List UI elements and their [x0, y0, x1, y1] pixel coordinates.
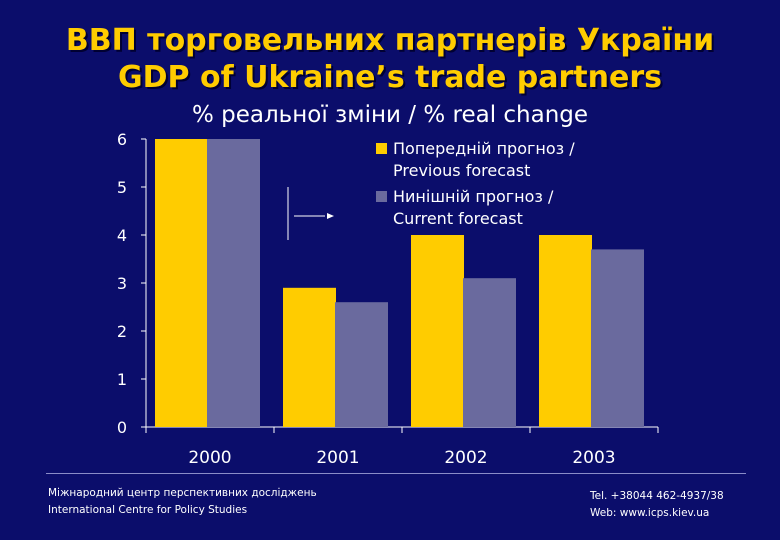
x-category-label: 2002 — [444, 448, 487, 468]
annotation-arrow-head — [327, 213, 334, 219]
bar-previous-forecast — [411, 235, 464, 427]
legend-swatch-previous — [376, 143, 387, 154]
bar-current-forecast — [335, 302, 388, 427]
x-category-label: 2000 — [188, 448, 231, 468]
y-tick-label: 2 — [117, 322, 127, 341]
title-english: GDP of Ukraine’s trade partners — [118, 60, 662, 95]
legend-swatch-current — [376, 191, 387, 202]
footer-website: Web: www.icps.kiev.ua — [590, 507, 710, 519]
y-tick-label: 5 — [117, 178, 127, 197]
y-tick-label: 1 — [117, 370, 127, 389]
bar-previous-forecast — [155, 139, 208, 427]
x-category-label: 2003 — [572, 448, 615, 468]
bar-current-forecast — [207, 139, 260, 427]
bar-previous-forecast — [283, 287, 336, 427]
y-tick-label: 3 — [117, 274, 127, 293]
bar-chart: 0 1 2 3 4 5 6 2000 2001 2002 2003 Попередній прогно… — [117, 130, 659, 468]
y-tick-label: 4 — [117, 226, 127, 245]
y-tick-label: 0 — [117, 418, 127, 437]
title-ukrainian: ВВП торговельних партнерів України — [65, 23, 715, 58]
chart-subtitle: % реальної зміни / % real change — [191, 102, 589, 128]
legend-label-previous: Попередній прогноз / — [393, 139, 575, 158]
footer-contacts: Tel. +38044 462-4937/38 Web: www.icps.ki… — [590, 488, 724, 522]
bar-previous-forecast — [539, 235, 592, 427]
legend-label-previous: Previous forecast — [393, 161, 530, 180]
legend-label-current: Нинішній прогноз / — [393, 187, 554, 206]
footer-org-english: International Centre for Policy Studies — [48, 504, 248, 516]
bar-current-forecast — [463, 278, 516, 427]
footer-organization: Міжнародний центр перспективних дослідже… — [48, 485, 317, 519]
y-tick-label: 6 — [117, 130, 127, 149]
x-category-label: 2001 — [316, 448, 359, 468]
legend-label-current: Current forecast — [393, 209, 523, 228]
footer-org-ukrainian: Міжнародний центр перспективних дослідже… — [48, 487, 317, 499]
footer-telephone: Tel. +38044 462-4937/38 — [590, 490, 724, 502]
footer-divider — [46, 473, 746, 474]
bar-current-forecast — [591, 249, 644, 427]
